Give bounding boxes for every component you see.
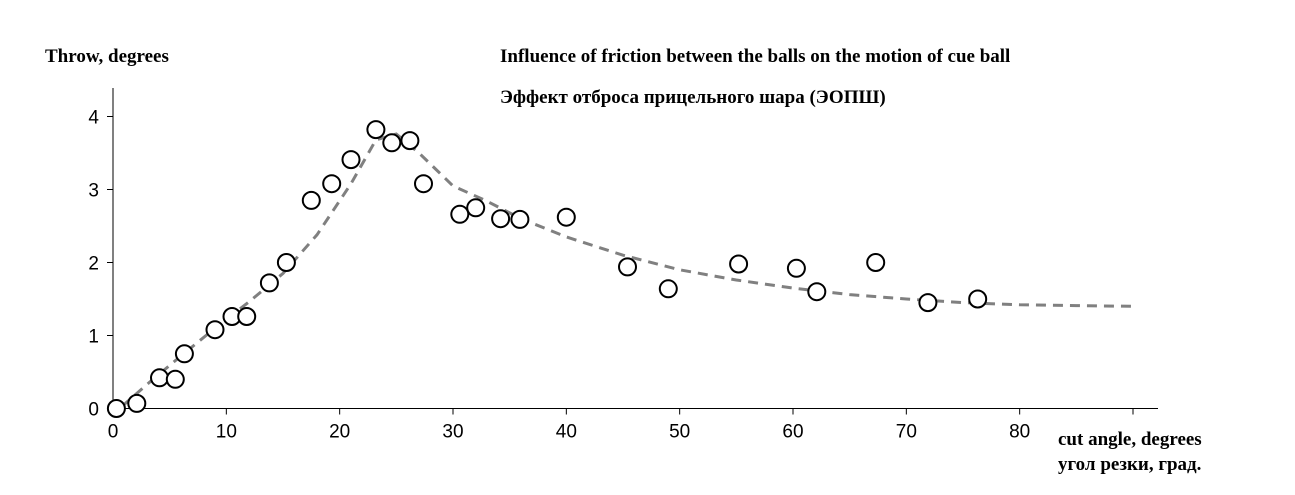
- data-point: [150, 368, 169, 388]
- y-axis-label: Throw, degrees: [45, 46, 169, 67]
- data-point: [322, 174, 342, 194]
- fit-curve: [121, 132, 1134, 408]
- x-tick-label: 80: [1009, 422, 1030, 443]
- data-point: [165, 369, 185, 389]
- data-point: [658, 279, 678, 299]
- x-tick-label: 0: [108, 422, 119, 443]
- x-tick-label: 20: [329, 422, 350, 443]
- axes: [112, 88, 1158, 409]
- chart-title: Influence of friction between the balls …: [500, 46, 1010, 67]
- chart-subtitle: Эффект отброса прицельного шара (ЭОПШ): [500, 87, 886, 108]
- data-point: [414, 174, 433, 194]
- fit-line: [121, 132, 1134, 408]
- data-point: [237, 307, 257, 326]
- data-point: [259, 273, 279, 293]
- data-point: [382, 133, 402, 153]
- y-tick-label: 2: [88, 254, 99, 275]
- data-point: [786, 258, 806, 278]
- x-tick-label: 50: [669, 422, 690, 443]
- data-point: [174, 344, 194, 364]
- data-point: [341, 150, 361, 170]
- x-tick-label: 30: [442, 422, 463, 443]
- data-point: [276, 253, 296, 272]
- data-point: [466, 198, 486, 218]
- data-point: [301, 190, 321, 210]
- y-tick-label: 3: [88, 181, 99, 202]
- ticks: 0 10 20 30 40 50 60 70 80 0 1 2 3 4: [88, 108, 1134, 443]
- y-tick-label: 0: [88, 400, 99, 421]
- data-point: [729, 254, 749, 274]
- data-point: [556, 207, 576, 227]
- x-axis-label-secondary: угол резки, град.: [1058, 454, 1201, 475]
- x-axis-label: cut angle, degrees: [1058, 429, 1202, 450]
- y-tick-label: 1: [88, 327, 99, 348]
- data-point: [106, 399, 126, 418]
- x-tick-label: 40: [556, 422, 577, 443]
- data-point: [510, 209, 530, 229]
- data-point: [807, 282, 827, 302]
- y-tick-label: 4: [88, 108, 99, 129]
- data-point: [450, 204, 470, 224]
- data-point: [491, 209, 511, 229]
- data-point: [918, 293, 938, 313]
- data-points: [106, 120, 988, 418]
- x-tick-label: 10: [216, 422, 237, 443]
- x-tick-label: 70: [896, 422, 917, 443]
- data-point: [618, 257, 637, 277]
- data-point: [366, 120, 386, 140]
- x-tick-label: 60: [782, 422, 803, 443]
- data-point: [205, 320, 225, 340]
- data-point: [866, 253, 886, 272]
- data-point: [127, 393, 147, 413]
- data-point: [968, 289, 988, 309]
- data-point: [400, 131, 420, 151]
